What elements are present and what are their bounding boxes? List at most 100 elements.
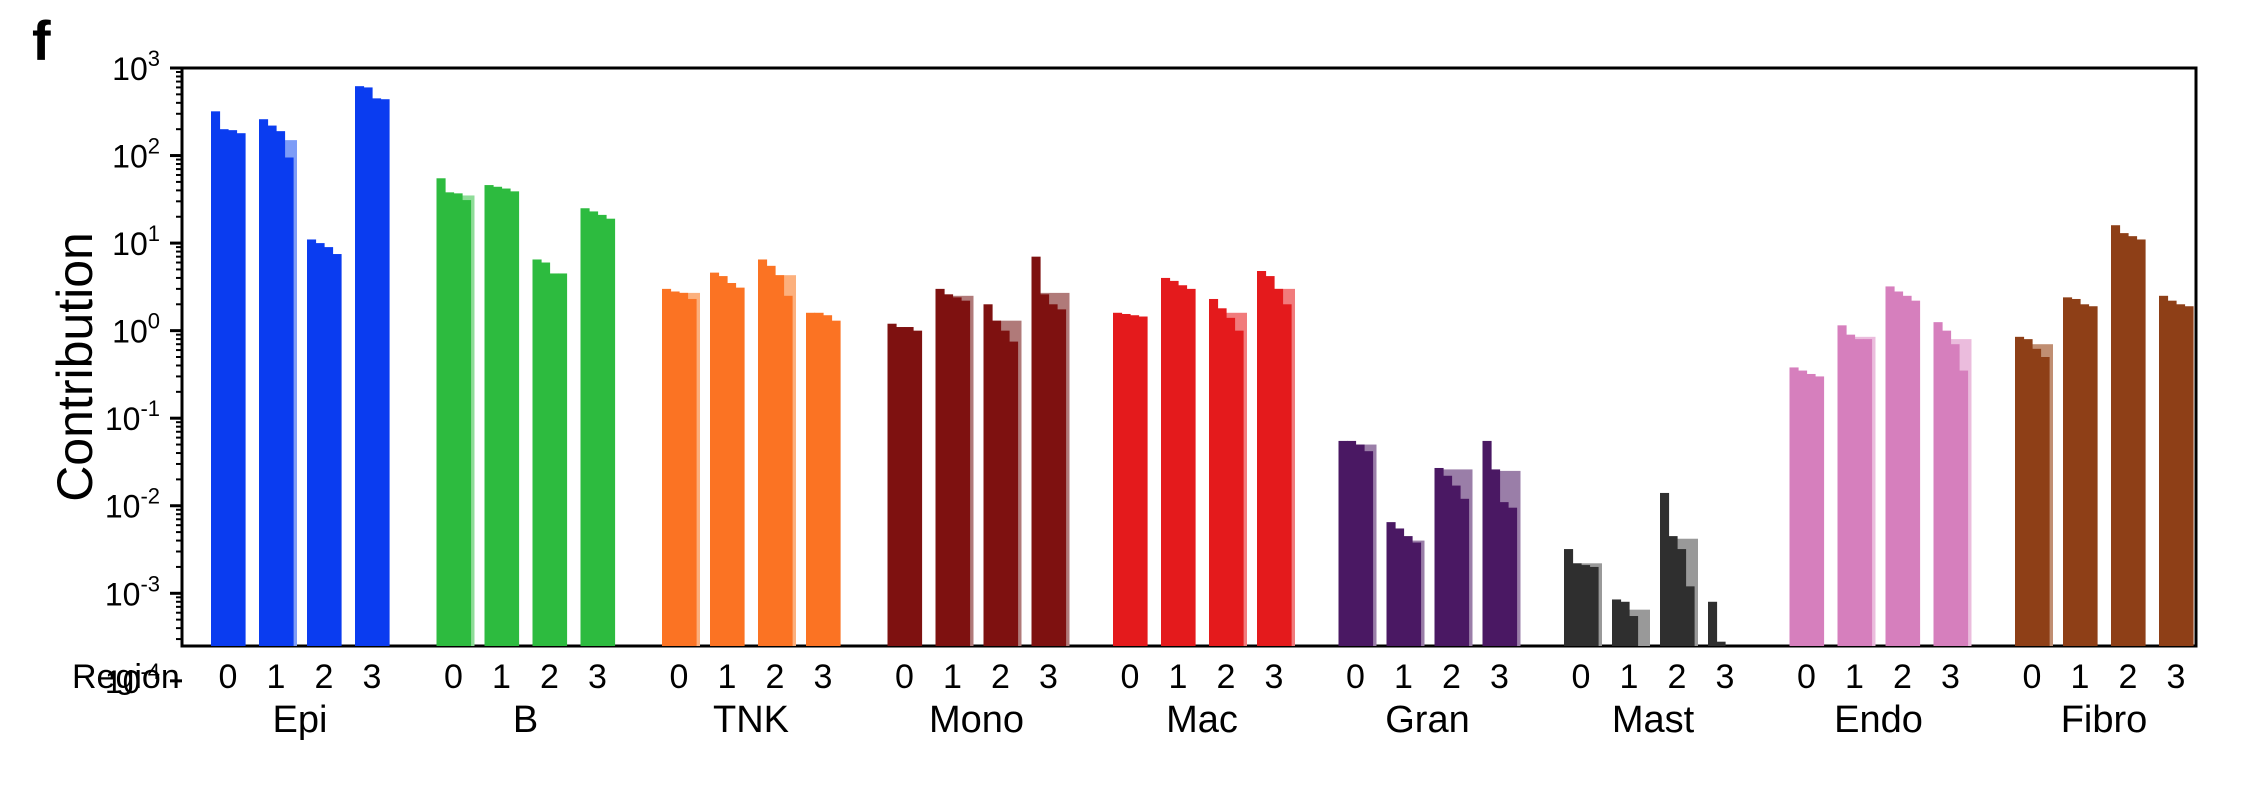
- bar: [961, 300, 971, 646]
- region-tick-label: 2: [1668, 658, 1687, 696]
- bar: [1708, 601, 1718, 646]
- y-axis-label: Contribution: [47, 232, 103, 502]
- bar: [1815, 376, 1825, 646]
- bar: [211, 111, 221, 646]
- bar: [913, 330, 923, 646]
- bar: [501, 188, 511, 647]
- region-tick-label: 0: [1797, 658, 1816, 696]
- bar: [1660, 492, 1670, 646]
- bar: [1846, 334, 1856, 646]
- bar: [1169, 280, 1179, 646]
- region-tick-label: 3: [588, 658, 607, 696]
- bar: [758, 259, 768, 646]
- y-tick-label: 100: [112, 309, 160, 350]
- bar: [445, 192, 455, 647]
- bar: [2080, 304, 2090, 646]
- bar: [1412, 542, 1422, 646]
- bar: [1942, 330, 1952, 646]
- group-label: Mac: [1166, 699, 1238, 741]
- region-axis-label: Region: [72, 658, 180, 696]
- bar: [944, 294, 954, 646]
- region-tick-label: 1: [943, 658, 962, 696]
- bar: [1589, 566, 1599, 646]
- region-tick-label: 3: [814, 658, 833, 696]
- bar: [1499, 502, 1509, 646]
- bar: [814, 312, 824, 646]
- bar: [766, 265, 776, 646]
- group-label: Mast: [1612, 699, 1695, 741]
- region-tick-label: 3: [1265, 658, 1284, 696]
- bar: [580, 208, 590, 646]
- bar: [2159, 295, 2169, 646]
- bar: [1798, 370, 1808, 646]
- bar: [493, 186, 503, 646]
- region-tick-label: 2: [1217, 658, 1236, 696]
- bar: [1209, 298, 1219, 646]
- bar: [783, 295, 793, 646]
- bar: [2184, 306, 2194, 646]
- group-label: B: [513, 699, 538, 741]
- bar: [2136, 239, 2146, 646]
- bar: [806, 312, 816, 646]
- bar: [589, 211, 599, 646]
- bar: [219, 129, 229, 646]
- bar: [1217, 308, 1227, 646]
- bar: [597, 214, 607, 646]
- region-tick-label: 0: [219, 658, 238, 696]
- region-tick-label: 1: [1169, 658, 1188, 696]
- bar: [462, 200, 472, 646]
- bar: [2015, 336, 2025, 646]
- region-tick-label: 0: [1572, 658, 1591, 696]
- bar: [1612, 599, 1622, 646]
- bar: [1685, 586, 1695, 646]
- region-tick-label: 2: [1442, 658, 1461, 696]
- bar: [259, 119, 269, 647]
- bar: [1395, 528, 1405, 646]
- region-tick-label: 2: [315, 658, 334, 696]
- bar: [1355, 444, 1365, 646]
- bar: [1282, 304, 1292, 646]
- region-tick-label: 2: [766, 658, 785, 696]
- region-tick-label: 1: [492, 658, 511, 696]
- bar: [284, 157, 294, 646]
- bar: [727, 283, 737, 646]
- y-tick-label: 101: [112, 221, 160, 262]
- bar: [363, 87, 373, 647]
- bar: [710, 272, 720, 646]
- bar: [1629, 616, 1639, 646]
- bar: [532, 259, 542, 646]
- bar: [372, 98, 382, 646]
- region-tick-label: 1: [1394, 658, 1413, 696]
- bar: [1508, 507, 1518, 646]
- bar: [1057, 309, 1067, 646]
- bar: [904, 327, 914, 646]
- y-tick-label: 103: [112, 46, 160, 87]
- bar: [1854, 339, 1864, 646]
- bar: [2128, 236, 2138, 646]
- bar: [484, 185, 494, 646]
- bar: [2063, 297, 2073, 646]
- region-tick-label: 3: [1716, 658, 1735, 696]
- bar: [1885, 286, 1895, 646]
- bar: [332, 254, 342, 647]
- bar: [606, 218, 616, 646]
- bar: [2032, 348, 2042, 646]
- bar: [1482, 440, 1492, 646]
- bar: [2040, 357, 2050, 646]
- bar: [307, 239, 317, 646]
- y-tick-label: 10-3: [105, 571, 160, 612]
- bar: [355, 86, 365, 646]
- bar: [1434, 467, 1444, 646]
- bar: [1564, 549, 1574, 646]
- region-tick-label: 0: [1346, 658, 1365, 696]
- bar: [1009, 341, 1019, 646]
- bar: [436, 178, 446, 646]
- bar: [276, 131, 286, 647]
- bar: [1460, 498, 1470, 646]
- region-tick-label: 1: [718, 658, 737, 696]
- bar: [453, 193, 463, 647]
- bar: [687, 298, 697, 646]
- bar: [662, 288, 672, 646]
- bar: [823, 315, 833, 646]
